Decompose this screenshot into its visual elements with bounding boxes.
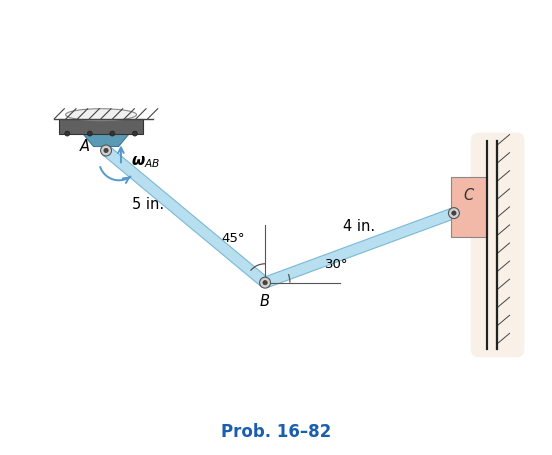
- Text: $\boldsymbol{\omega}_{AB}$: $\boldsymbol{\omega}_{AB}$: [131, 155, 160, 170]
- Circle shape: [132, 131, 137, 136]
- Circle shape: [259, 277, 270, 288]
- Text: 4 in.: 4 in.: [343, 218, 375, 233]
- Circle shape: [448, 207, 459, 218]
- Circle shape: [452, 211, 456, 215]
- Ellipse shape: [66, 109, 136, 121]
- Circle shape: [110, 131, 115, 136]
- Text: B: B: [260, 294, 270, 309]
- Circle shape: [65, 131, 70, 136]
- Circle shape: [104, 148, 108, 153]
- Circle shape: [263, 280, 267, 285]
- Text: 30°: 30°: [325, 258, 348, 271]
- Circle shape: [87, 131, 92, 136]
- Circle shape: [100, 145, 112, 156]
- Polygon shape: [59, 119, 143, 134]
- FancyBboxPatch shape: [471, 132, 524, 357]
- Text: Prob. 16–82: Prob. 16–82: [221, 423, 331, 441]
- Polygon shape: [451, 177, 487, 237]
- Polygon shape: [83, 134, 129, 147]
- Polygon shape: [103, 146, 269, 287]
- Text: 5 in.: 5 in.: [132, 197, 164, 212]
- Text: A: A: [80, 139, 90, 154]
- Polygon shape: [263, 208, 456, 288]
- Text: 45°: 45°: [221, 233, 245, 245]
- Text: C: C: [464, 188, 474, 202]
